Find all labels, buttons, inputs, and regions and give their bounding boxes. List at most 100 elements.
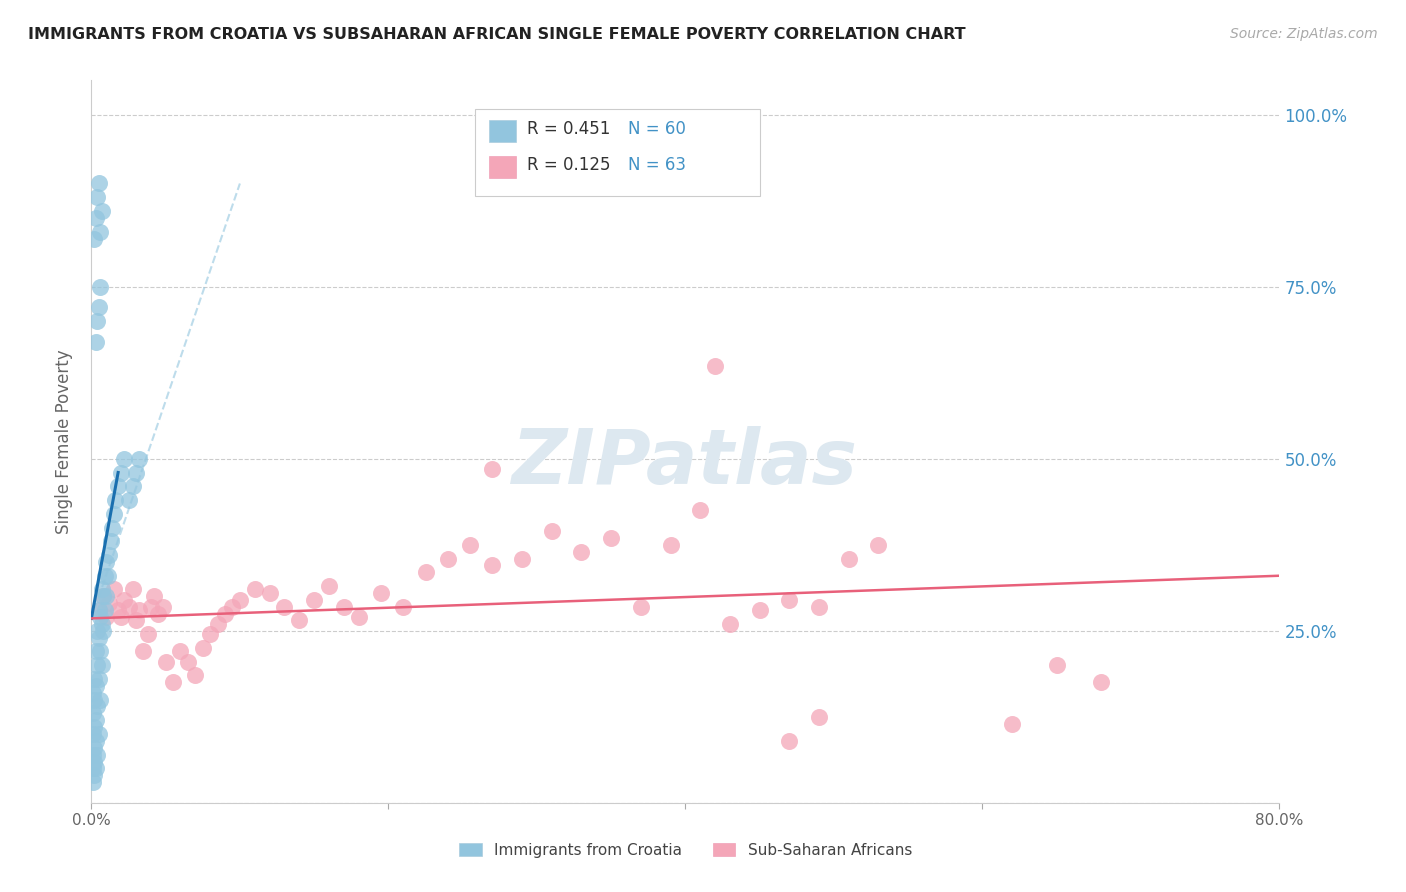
Text: N = 63: N = 63: [628, 156, 686, 174]
Point: [436, 551, 458, 566]
Point: [229, 592, 252, 607]
Point: [107, 603, 129, 617]
Point: [110, 466, 132, 480]
Point: [1046, 658, 1069, 673]
Point: [273, 599, 295, 614]
Point: [90, 616, 112, 631]
Point: [117, 493, 139, 508]
Point: [808, 599, 831, 614]
Point: [415, 566, 437, 580]
Point: [808, 710, 831, 724]
Point: [91, 590, 114, 604]
Point: [704, 359, 727, 373]
Point: [718, 616, 741, 631]
Point: [96, 555, 118, 569]
Point: [139, 599, 162, 614]
Point: [98, 548, 121, 562]
Legend: Immigrants from Croatia, Sub-Saharan Africans: Immigrants from Croatia, Sub-Saharan Afr…: [453, 837, 918, 863]
Point: [152, 599, 174, 614]
Point: [87, 177, 110, 191]
Point: [98, 596, 121, 610]
Point: [89, 225, 111, 239]
Point: [86, 747, 108, 762]
Text: Source: ZipAtlas.com: Source: ZipAtlas.com: [1230, 27, 1378, 41]
Point: [659, 538, 682, 552]
Point: [87, 603, 110, 617]
Point: [125, 466, 148, 480]
Point: [112, 451, 135, 466]
Point: [83, 768, 105, 782]
Point: [370, 586, 392, 600]
Point: [243, 582, 266, 597]
Point: [184, 668, 207, 682]
Point: [84, 211, 107, 225]
Point: [122, 479, 145, 493]
Point: [100, 534, 122, 549]
Point: [689, 503, 711, 517]
Point: [87, 672, 110, 686]
Point: [87, 631, 110, 645]
Point: [288, 614, 311, 628]
Point: [481, 462, 503, 476]
Point: [214, 607, 236, 621]
Point: [221, 599, 243, 614]
Point: [868, 538, 890, 552]
Point: [103, 582, 125, 597]
Point: [112, 592, 135, 607]
Point: [128, 451, 150, 466]
Point: [86, 699, 108, 714]
Point: [142, 590, 165, 604]
Point: [177, 655, 200, 669]
Point: [748, 603, 770, 617]
Point: [200, 627, 222, 641]
Point: [110, 610, 132, 624]
Point: [84, 713, 107, 727]
Point: [207, 616, 229, 631]
Point: [481, 558, 503, 573]
Point: [89, 610, 111, 624]
Point: [83, 720, 105, 734]
Point: [87, 603, 110, 617]
Point: [84, 679, 107, 693]
Text: R = 0.125: R = 0.125: [527, 156, 612, 174]
Text: IMMIGRANTS FROM CROATIA VS SUBSAHARAN AFRICAN SINGLE FEMALE POVERTY CORRELATION : IMMIGRANTS FROM CROATIA VS SUBSAHARAN AF…: [28, 27, 966, 42]
Point: [83, 755, 105, 769]
Text: N = 60: N = 60: [628, 120, 686, 137]
Point: [83, 692, 105, 706]
Point: [778, 734, 800, 748]
Point: [117, 599, 139, 614]
Point: [82, 775, 104, 789]
Point: [1090, 675, 1112, 690]
Point: [89, 692, 111, 706]
Point: [84, 734, 107, 748]
Point: [87, 727, 110, 741]
Point: [169, 644, 191, 658]
Point: [83, 672, 105, 686]
Point: [90, 204, 112, 219]
Point: [510, 551, 533, 566]
Point: [87, 301, 110, 315]
Point: [90, 658, 112, 673]
Point: [89, 644, 111, 658]
Point: [107, 479, 129, 493]
Point: [96, 590, 118, 604]
Point: [86, 658, 108, 673]
Y-axis label: Single Female Poverty: Single Female Poverty: [55, 350, 73, 533]
FancyBboxPatch shape: [475, 109, 761, 196]
Point: [128, 603, 150, 617]
Point: [136, 627, 159, 641]
Point: [104, 493, 127, 508]
Point: [101, 520, 124, 534]
Point: [125, 614, 148, 628]
Point: [571, 544, 593, 558]
Point: [82, 727, 104, 741]
Point: [600, 531, 623, 545]
Point: [778, 592, 800, 607]
Point: [838, 551, 860, 566]
Point: [94, 603, 117, 617]
Point: [82, 747, 104, 762]
Point: [302, 592, 325, 607]
Point: [82, 761, 104, 775]
Point: [86, 314, 108, 328]
Point: [96, 610, 118, 624]
